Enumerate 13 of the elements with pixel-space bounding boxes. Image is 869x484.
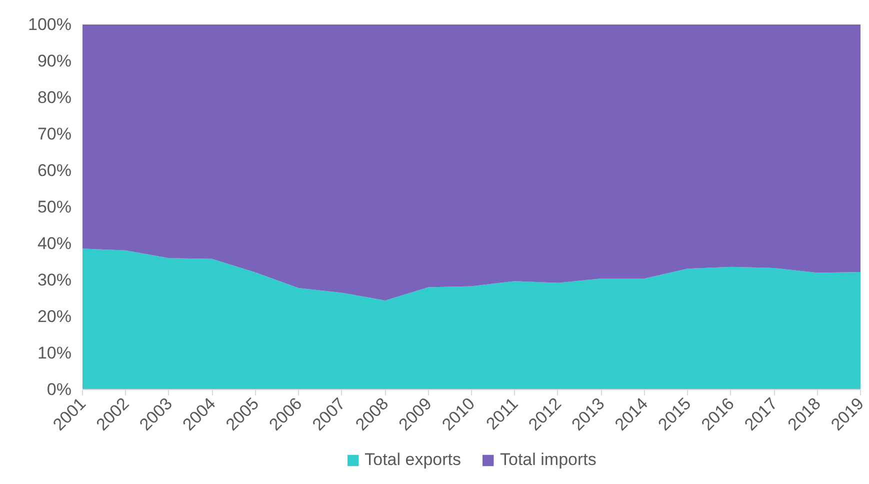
y-tick-label: 70% bbox=[37, 124, 72, 144]
legend-label: Total exports bbox=[364, 450, 462, 470]
y-tick-label: 30% bbox=[37, 270, 72, 290]
y-tick-label: 80% bbox=[37, 88, 72, 107]
legend-label: Total imports bbox=[500, 450, 596, 470]
y-tick-label: 50% bbox=[37, 198, 72, 216]
y-tick-label: 0% bbox=[46, 380, 72, 399]
y-tick-label: 90% bbox=[37, 52, 72, 70]
y-tick-label: 20% bbox=[37, 307, 72, 326]
y-tick-label: 60% bbox=[37, 161, 72, 180]
y-tick-label: 100% bbox=[28, 15, 72, 34]
y-tick-label: 40% bbox=[37, 234, 72, 253]
y-tick-label: 10% bbox=[37, 344, 72, 362]
